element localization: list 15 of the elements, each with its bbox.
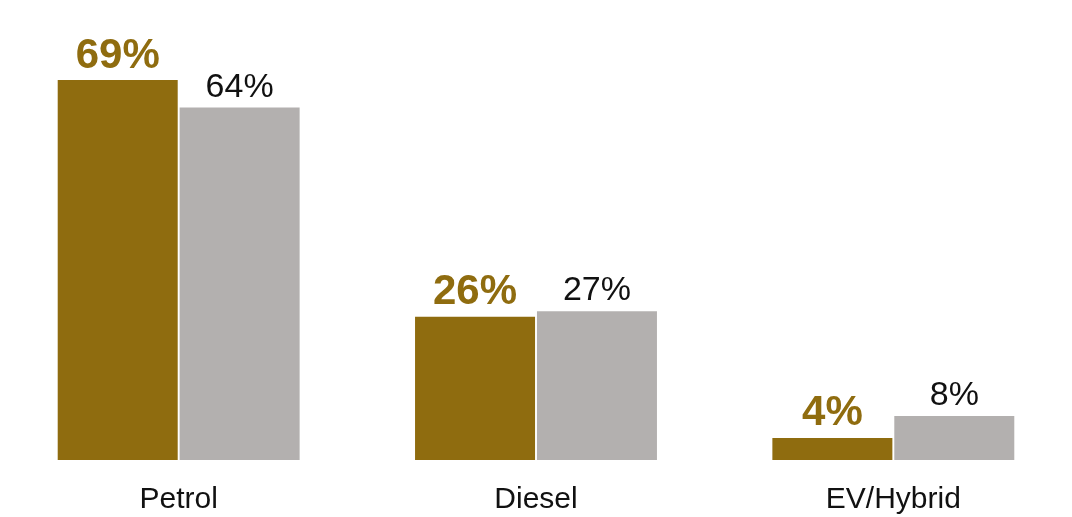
bar xyxy=(894,415,1015,460)
bar xyxy=(536,311,657,460)
data-label: 4% xyxy=(802,387,863,435)
bar xyxy=(772,437,893,460)
bar xyxy=(179,107,300,460)
data-label: 69% xyxy=(75,29,160,77)
bar xyxy=(57,80,178,460)
data-label: 26% xyxy=(433,266,518,314)
x-tick-label: EV/Hybrid xyxy=(825,480,961,514)
data-label: 64% xyxy=(205,65,274,104)
x-tick-label: Diesel xyxy=(494,480,578,514)
data-label: 27% xyxy=(562,269,631,308)
x-tick-label: Petrol xyxy=(139,480,218,514)
bar xyxy=(415,316,536,460)
data-label: 8% xyxy=(929,373,979,412)
